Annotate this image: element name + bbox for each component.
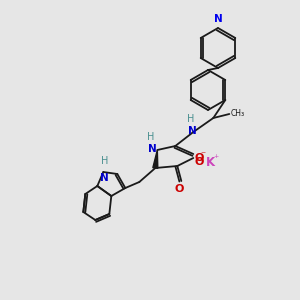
Text: H: H	[147, 132, 154, 142]
Text: N: N	[214, 14, 222, 24]
Text: H: H	[187, 114, 194, 124]
Polygon shape	[153, 150, 158, 168]
Text: O: O	[194, 153, 204, 163]
Text: ⁻: ⁻	[200, 150, 206, 160]
Text: N: N	[100, 173, 109, 183]
Text: N: N	[188, 126, 197, 136]
Text: ⁺: ⁺	[213, 154, 219, 164]
Text: O: O	[175, 184, 184, 194]
Text: K: K	[206, 155, 215, 169]
Text: N: N	[148, 144, 157, 154]
Text: CH₃: CH₃	[230, 110, 244, 118]
Text: H: H	[100, 156, 108, 166]
Text: O: O	[194, 157, 204, 167]
